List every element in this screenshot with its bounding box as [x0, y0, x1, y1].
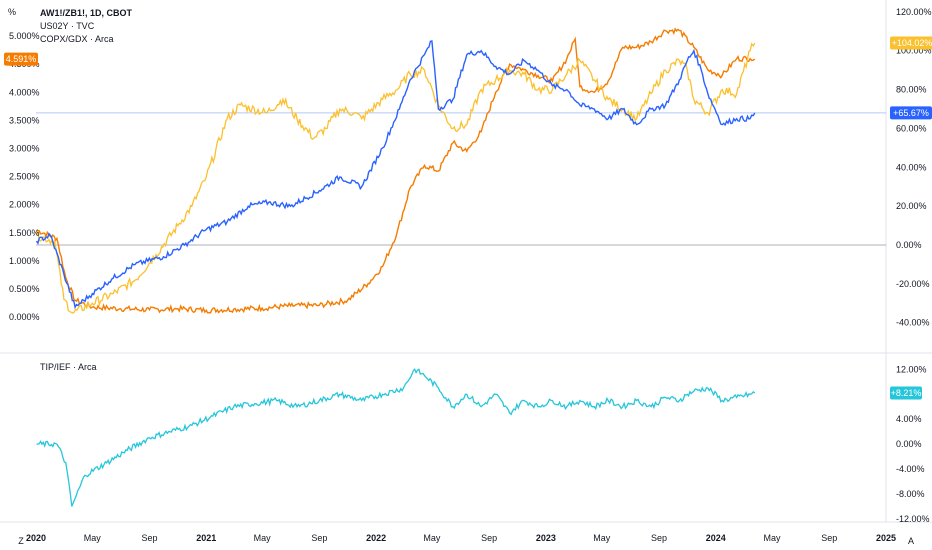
- x-tick-label: May: [593, 533, 611, 543]
- x-tick-label: 2021: [196, 533, 216, 543]
- y-lower-tick-label: -12.00%: [896, 514, 930, 524]
- us02y-last-badge-bg: [4, 52, 38, 66]
- legend: AW1!/ZB1!, 1D, CBOT US02Y · TVC COPX/GDX ·…: [40, 8, 133, 372]
- x-tick-label: Sep: [651, 533, 667, 543]
- y-right-tick-label: 80.00%: [896, 85, 927, 95]
- y-right-tick-label: 0.00%: [896, 240, 922, 250]
- x-tick-label: May: [254, 533, 272, 543]
- legend-item: COPX/GDX · Arca: [40, 34, 114, 44]
- copx-gdx-last-badge: +104.02%: [892, 38, 932, 48]
- y-lower-tick-label: -4.00%: [896, 464, 925, 474]
- x-tick-label: 2023: [536, 533, 556, 543]
- y-right-tick-label: 20.00%: [896, 201, 927, 211]
- y-lower-tick-label: -8.00%: [896, 489, 925, 499]
- legend-item: AW1!/ZB1!, 1D, CBOT: [40, 8, 133, 18]
- y-right-tick-label: -40.00%: [896, 318, 930, 328]
- y-right-tick-label: -20.00%: [896, 279, 930, 289]
- copx-gdx-last-badge-bg: [890, 36, 932, 50]
- x-tick-label: Sep: [821, 533, 837, 543]
- y-left-tick-label: 1.500%: [9, 228, 40, 238]
- y-right-tick-label: 100.00%: [896, 46, 932, 56]
- x-tick-label: 2020: [26, 533, 46, 543]
- tip-ief-last-badge-bg: [890, 386, 922, 400]
- x-tick-label: May: [84, 533, 102, 543]
- x-tick-label: 2024: [706, 533, 726, 543]
- legend-item-lower: TIP/IEF · Arca: [40, 362, 97, 372]
- aw1-zb1-series-line: [35, 40, 756, 310]
- y-left-tick-label: 4.000%: [9, 87, 40, 97]
- y-left-tick-label: 3.000%: [9, 143, 40, 153]
- y-left-tick-label: 5.000%: [9, 31, 40, 41]
- y-lower-tick-label: 12.00%: [896, 364, 927, 374]
- zoom-button[interactable]: Z: [18, 536, 24, 546]
- y-left-tick-label: 2.000%: [9, 200, 40, 210]
- x-tick-label: May: [764, 533, 782, 543]
- y-left-tick-label: 3.500%: [9, 115, 40, 125]
- tip-ief-series-line: [36, 368, 756, 507]
- us02y-series-line: [36, 27, 756, 314]
- tip-ief-last-badge: +8.21%: [891, 388, 922, 398]
- y-left-tick-label: 2.500%: [9, 172, 40, 182]
- percent-scale-button[interactable]: %: [7, 7, 16, 17]
- x-tick-label: 2025: [876, 533, 896, 543]
- y-right-tick-label: 120.00%: [896, 7, 932, 17]
- y-right-tick-label: 40.00%: [896, 162, 927, 172]
- x-tick-label: Sep: [311, 533, 327, 543]
- y-left-tick-label: 0.500%: [9, 284, 40, 294]
- us02y-last-badge: 4.591%: [6, 54, 37, 64]
- x-tick-label: Sep: [142, 533, 158, 543]
- y-left-tick-label: 0.000%: [9, 312, 40, 322]
- copx-gdx-series-line: [35, 42, 756, 314]
- grid-lines: [0, 0, 932, 523]
- x-tick-label: May: [423, 533, 441, 543]
- legend-item: US02Y · TVC: [40, 21, 95, 31]
- aw1-zb1-last-badge-bg: [890, 106, 932, 120]
- time-axis: 2020 May Sep 2021 May Sep 2022 May Sep 2023 May Sep…: [26, 533, 896, 543]
- y-right-tick-label: 60.00%: [896, 123, 927, 133]
- auto-scale-button[interactable]: A: [907, 536, 914, 546]
- x-tick-label: Sep: [481, 533, 497, 543]
- y-lower-tick-label: 4.00%: [896, 414, 922, 424]
- x-tick-label: 2022: [366, 533, 386, 543]
- last-value-badges: +104.02% +65.67% 4.591% +8.21%: [4, 36, 932, 400]
- aw1-zb1-last-badge: +65.67%: [893, 108, 929, 118]
- y-left-tick-label: 1.000%: [9, 256, 40, 266]
- y-lower-tick-label: 0.00%: [896, 439, 922, 449]
- series-lines: [35, 27, 756, 507]
